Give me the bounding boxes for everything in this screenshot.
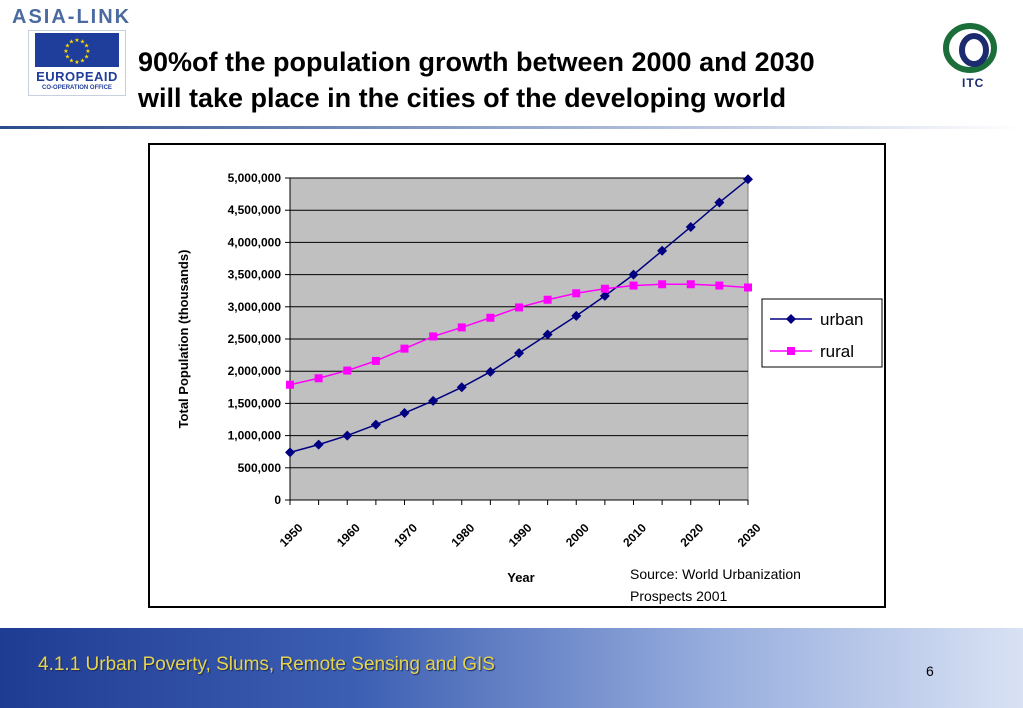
data-point-rural: [515, 303, 523, 312]
data-point-urban: [399, 408, 410, 419]
slide-title-line-1: 90%of the population growth between 2000…: [138, 47, 815, 77]
x-tick-label: 1980: [449, 521, 478, 550]
eu-star-icon: ★: [65, 43, 70, 50]
footer-bar: 4.1.1 Urban Poverty, Slums, Remote Sensi…: [0, 628, 1023, 708]
data-point-rural: [629, 281, 638, 290]
y-tick-label: 4,500,000: [228, 203, 282, 217]
x-tick-label: 1970: [391, 521, 420, 550]
y-tick-label: 4,000,000: [228, 235, 282, 249]
slide-title-line-2: will take place in the cities of the dev…: [138, 83, 787, 113]
itc-logo-icon: [943, 23, 997, 73]
data-point-urban: [657, 245, 668, 256]
data-point-rural: [572, 289, 581, 298]
x-tick-label: 1990: [506, 521, 535, 550]
data-point-urban: [599, 290, 610, 301]
data-point-urban: [313, 439, 324, 450]
population-chart: 0 500,000 1,000,000 1,500,000 2,000,000 2,500…: [176, 171, 883, 585]
itc-logo-text: ITC: [962, 76, 985, 90]
data-point-rural: [744, 283, 752, 292]
data-point-rural: [600, 284, 609, 293]
data-point-rural: [715, 281, 724, 290]
y-tick-label: 3,000,000: [228, 300, 282, 314]
data-point-urban: [456, 382, 467, 393]
eu-star-icon: ★: [80, 58, 85, 65]
y-axis-title: Total Population (thousands): [176, 250, 191, 429]
legend-label-urban: urban: [820, 310, 863, 329]
europeaid-logo: ★ ★ ★ ★ ★ ★ ★ ★ ★ ★ ★ ★ EUROPEAID CO-OPERATION OFFI…: [28, 30, 126, 96]
data-point-urban: [285, 447, 295, 458]
y-tick-label: 0: [274, 493, 281, 507]
data-point-urban: [428, 395, 439, 406]
data-point-rural: [314, 374, 323, 383]
y-tick-label: 2,500,000: [228, 332, 282, 346]
eu-star-icon: ★: [65, 54, 70, 61]
course-title: 4.1.1 Urban Poverty, Slums, Remote Sensi…: [38, 654, 495, 675]
data-point-urban: [571, 310, 582, 321]
y-tick-label: 500,000: [238, 461, 282, 475]
data-point-urban: [485, 366, 496, 377]
x-tick-label: 2000: [563, 521, 592, 550]
europeaid-subtitle: CO-OPERATION OFFICE: [42, 85, 112, 91]
eu-star-icon: ★: [84, 54, 89, 61]
data-point-rural: [371, 356, 380, 365]
x-axis-title: Year: [507, 570, 534, 585]
x-tick-label: 1950: [277, 521, 306, 550]
eu-star-icon: ★: [69, 38, 74, 45]
slide-title: 90%of the population growth between 2000…: [138, 44, 938, 116]
data-point-rural: [457, 323, 466, 332]
y-tick-label: 5,000,000: [228, 171, 282, 185]
data-point-rural: [658, 280, 667, 289]
legend-label-rural: rural: [820, 342, 854, 361]
eu-star-icon: ★: [85, 48, 90, 55]
chart-frame: 0 500,000 1,000,000 1,500,000 2,000,000 2,500…: [148, 143, 886, 608]
data-point-rural: [686, 280, 695, 289]
europeaid-logo-text: EUROPEAID: [36, 69, 118, 84]
data-point-urban: [685, 221, 696, 232]
source-note: Source: World Urbanization Prospects 200…: [630, 566, 801, 604]
data-point-rural: [486, 313, 495, 322]
data-point-urban: [628, 269, 639, 280]
data-point-rural: [286, 380, 294, 389]
y-tick-label: 3,500,000: [228, 268, 282, 282]
x-tick-label: 2030: [735, 521, 764, 550]
legend-box: [761, 298, 883, 368]
data-point-urban: [743, 174, 753, 185]
legend-marker-rural: [787, 347, 795, 355]
legend-marker-urban: [786, 314, 796, 324]
x-tick-label: 2010: [620, 521, 649, 550]
eu-star-icon: ★: [74, 59, 79, 66]
asia-link-logo: ASIA-LINK: [12, 6, 132, 28]
x-tick-label: 1960: [334, 521, 363, 550]
y-tick-label: 1,000,000: [228, 429, 282, 443]
eu-flag-icon: ★ ★ ★ ★ ★ ★ ★ ★ ★ ★ ★ ★: [35, 33, 119, 67]
y-tick-label: 2,000,000: [228, 364, 282, 378]
eu-star-icon: ★: [80, 38, 85, 45]
data-point-urban: [342, 430, 353, 441]
data-point-rural: [543, 295, 552, 304]
eu-star-icon: ★: [84, 43, 89, 50]
eu-star-icon: ★: [74, 37, 79, 44]
data-point-urban: [714, 197, 725, 208]
eu-star-icon: ★: [63, 48, 68, 55]
data-point-rural: [429, 332, 438, 341]
eu-star-icon: ★: [69, 58, 74, 65]
y-tick-label: 1,500,000: [228, 396, 282, 410]
x-tick-label: 2020: [678, 521, 707, 550]
data-point-rural: [400, 344, 409, 353]
data-point-urban: [542, 329, 553, 340]
data-point-urban: [514, 348, 524, 359]
data-point-rural: [343, 366, 352, 375]
page-number: 6: [926, 663, 934, 679]
data-point-urban: [370, 419, 381, 430]
title-divider: [0, 126, 1023, 129]
